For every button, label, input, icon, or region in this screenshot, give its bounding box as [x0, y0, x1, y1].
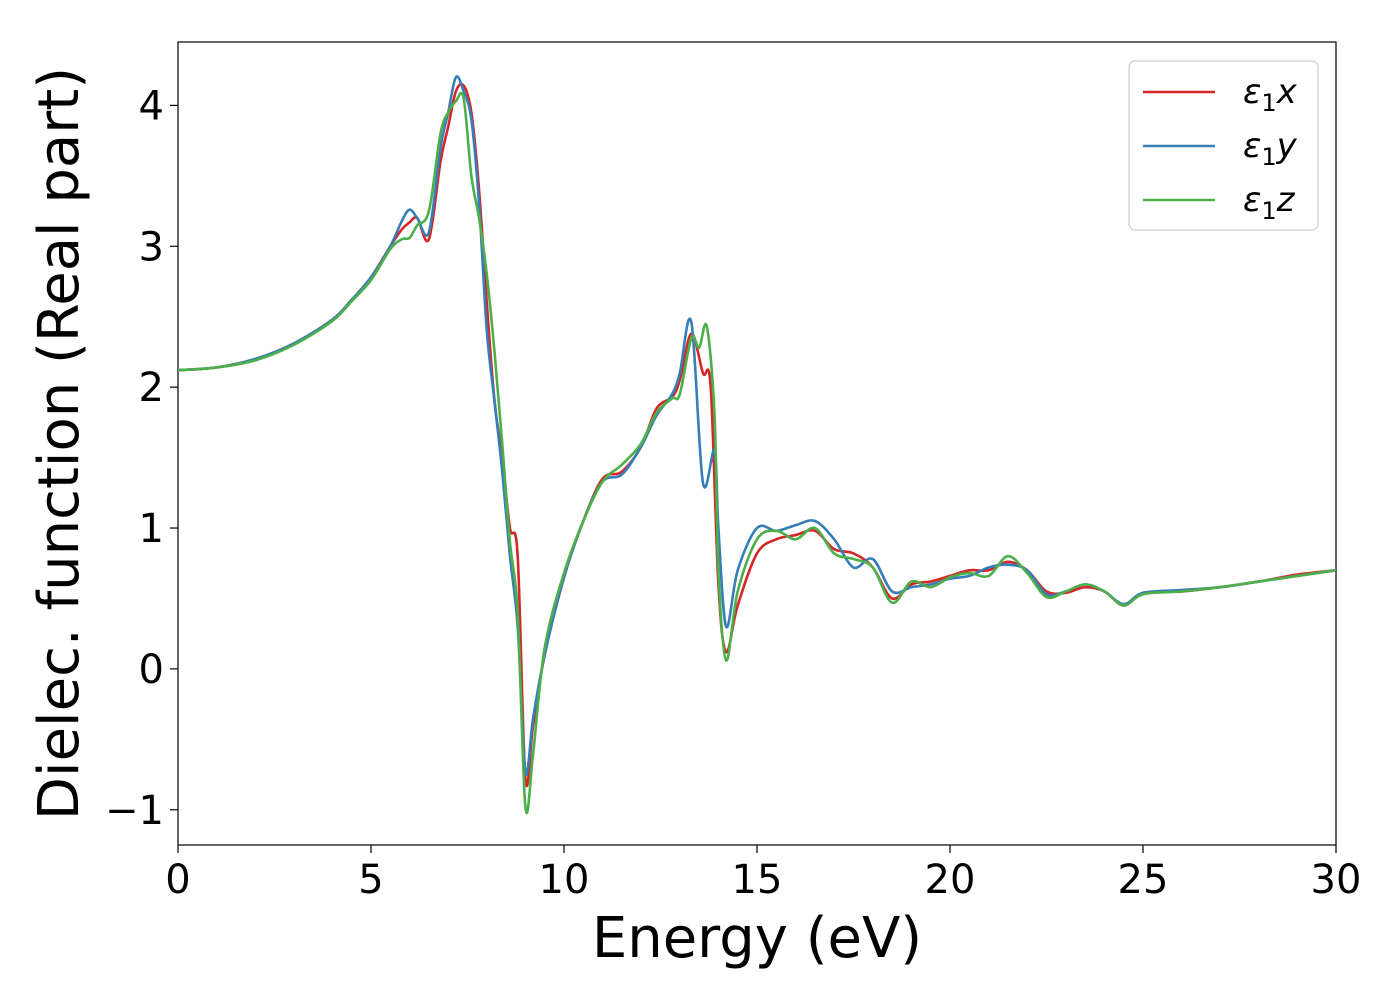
- x-tick-label-0: 0: [165, 857, 190, 903]
- y-axis-title: Dielec. function (Real part): [27, 67, 92, 820]
- series-line-y: [178, 75, 1336, 776]
- x-tick-label-5: 25: [1118, 857, 1169, 903]
- series-group: [178, 75, 1336, 815]
- legend-box: [1128, 60, 1319, 231]
- y-tick-label-1: 0: [139, 647, 164, 693]
- legend-group: ε1x ε1y ε1z: [1128, 60, 1319, 231]
- x-tick-label-2: 10: [539, 857, 590, 903]
- plot-frame: [177, 41, 1337, 846]
- legend-label-z: ε1z: [1243, 180, 1296, 225]
- x-tick-label-4: 20: [925, 857, 976, 903]
- x-tick-label-1: 5: [358, 857, 383, 903]
- y-tick-label-3: 2: [139, 365, 164, 411]
- y-tick-label-2: 1: [139, 506, 164, 552]
- x-axis-title: Energy (eV): [592, 906, 922, 971]
- y-tick-label-0: −1: [105, 788, 164, 834]
- x-tick-label-3: 15: [732, 857, 783, 903]
- x-tick-label-6: 30: [1311, 857, 1362, 903]
- legend-label-y: ε1y: [1243, 126, 1298, 171]
- series-line-z: [178, 91, 1336, 815]
- legend-label-x: ε1x: [1243, 72, 1298, 117]
- y-tick-label-4: 3: [139, 224, 164, 270]
- y-tick-label-5: 4: [139, 83, 164, 129]
